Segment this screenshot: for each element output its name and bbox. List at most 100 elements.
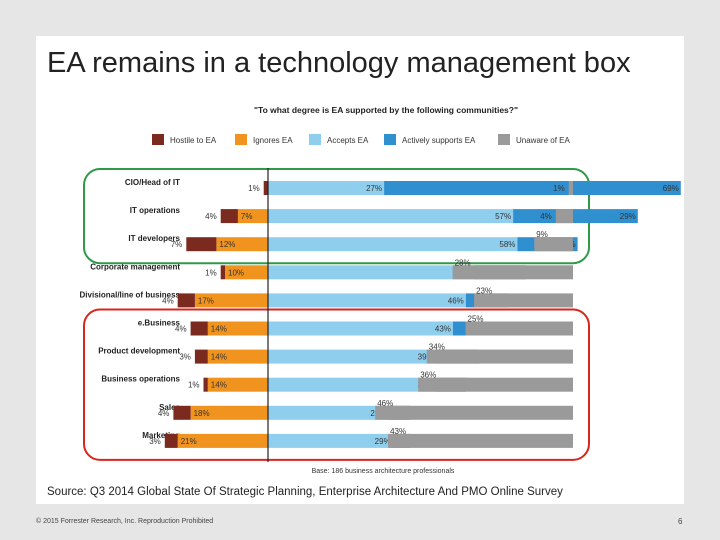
label-accepts: 29% [375, 437, 391, 446]
label-hostile: 1% [205, 268, 217, 277]
label-ignores: 21% [181, 437, 197, 446]
label-ignores: 18% [194, 409, 210, 418]
base-note: Base: 186 business architecture professi… [312, 468, 455, 475]
label-hostile: 3% [149, 437, 161, 446]
bar-hostile [203, 377, 208, 392]
bar-ignores [207, 321, 268, 336]
label-ignores: 7% [241, 212, 253, 221]
bar-unaware [534, 237, 573, 252]
bar-ignores [207, 377, 268, 392]
bar-accepts [268, 433, 393, 448]
category-label: e.Business [138, 319, 181, 328]
label-unaware: 43% [390, 427, 406, 436]
label-accepts: 39% [418, 353, 434, 362]
label-hostile: 4% [175, 325, 187, 334]
bar-unaware [474, 293, 573, 308]
bar-hostile [173, 405, 191, 420]
bar-unaware [418, 377, 573, 392]
legend-label: Hostile to EA [170, 136, 217, 145]
legend-label: Ignores EA [253, 136, 293, 145]
bar-unaware [568, 181, 573, 195]
label-ignores: 17% [198, 296, 214, 305]
legend-label: Actively supports EA [402, 136, 476, 145]
legend-swatch [309, 134, 321, 145]
bar-accepts [268, 293, 466, 308]
label-unaware: 1% [553, 184, 565, 193]
category-label: Divisional/line of business [80, 290, 181, 299]
bar-hostile [190, 321, 208, 336]
category-label: IT operations [130, 206, 181, 215]
legend-swatch [235, 134, 247, 145]
label-actively-supports: 29% [620, 212, 636, 221]
category-label: IT developers [128, 234, 180, 243]
bar-ignores [207, 349, 268, 364]
bar-unaware [426, 349, 573, 364]
label-hostile: 3% [179, 353, 191, 362]
label-hostile: 4% [162, 296, 174, 305]
bar-accepts [268, 237, 518, 252]
category-label: Marketing [142, 431, 180, 440]
bar-accepts [268, 349, 436, 364]
label-ignores: 14% [211, 353, 227, 362]
label-unaware: 25% [468, 315, 484, 324]
label-hostile: 4% [158, 409, 170, 418]
bar-ignores [216, 237, 268, 252]
label-unaware: 4% [540, 212, 552, 221]
label-ignores: 14% [211, 381, 227, 390]
legend-swatch [384, 134, 396, 145]
legend-swatch [498, 134, 510, 145]
label-ignores: 14% [211, 325, 227, 334]
bar-ignores [225, 265, 268, 280]
label-accepts: 58% [499, 240, 515, 249]
bar-unaware [375, 405, 573, 420]
bar-accepts [268, 265, 475, 280]
bar-unaware [452, 265, 573, 280]
label-accepts: 43% [435, 325, 451, 334]
label-ignores: 10% [228, 268, 244, 277]
label-unaware: 34% [429, 343, 445, 352]
bar-hostile [194, 349, 208, 364]
category-label: Corporate management [90, 262, 180, 271]
bar-hostile [186, 237, 217, 252]
category-label: Product development [98, 347, 180, 356]
category-label: CIO/Head of IT [125, 178, 180, 187]
label-unaware: 36% [420, 371, 436, 380]
label-hostile: 4% [205, 212, 217, 221]
bar-accepts [268, 181, 385, 195]
bar-accepts [268, 209, 514, 224]
bar-hostile [177, 293, 195, 308]
label-ignores: 12% [219, 240, 235, 249]
page-number: 6 [678, 517, 683, 526]
label-unaware: 46% [377, 399, 393, 408]
bar-hostile [220, 265, 225, 280]
label-hostile: 1% [188, 381, 200, 390]
bar-accepts [268, 405, 389, 420]
category-label: Business operations [101, 375, 180, 384]
legend-label: Unaware of EA [516, 136, 570, 145]
label-unaware: 23% [476, 286, 492, 295]
category-label: Sales [159, 403, 180, 412]
chart-title: "To what degree is EA supported by the f… [254, 105, 518, 115]
label-hostile: 7% [171, 240, 183, 249]
slide-title: EA remains in a technology management bo… [47, 47, 631, 79]
bar-hostile [164, 433, 178, 448]
highlight-box [83, 308, 590, 461]
label-unaware: 28% [455, 258, 471, 267]
label-hostile: 1% [248, 184, 260, 193]
label-accepts: 27% [366, 184, 382, 193]
bar-hostile [263, 181, 268, 195]
bar-ignores [194, 293, 268, 308]
bar-accepts [268, 321, 453, 336]
bar-ignores [177, 433, 268, 448]
source-note: Source: Q3 2014 Global State Of Strategi… [47, 486, 563, 498]
label-accepts: 57% [495, 212, 511, 221]
bar-hostile [220, 209, 238, 224]
bar-unaware [555, 209, 573, 224]
label-accepts: 46% [448, 296, 464, 305]
label-actively-supports: 69% [663, 184, 679, 193]
bar-ignores [190, 405, 268, 420]
legend-label: Accepts EA [327, 136, 369, 145]
bar-unaware [465, 321, 573, 336]
bar-actively-supports [513, 209, 638, 224]
bar-accepts [268, 377, 436, 392]
